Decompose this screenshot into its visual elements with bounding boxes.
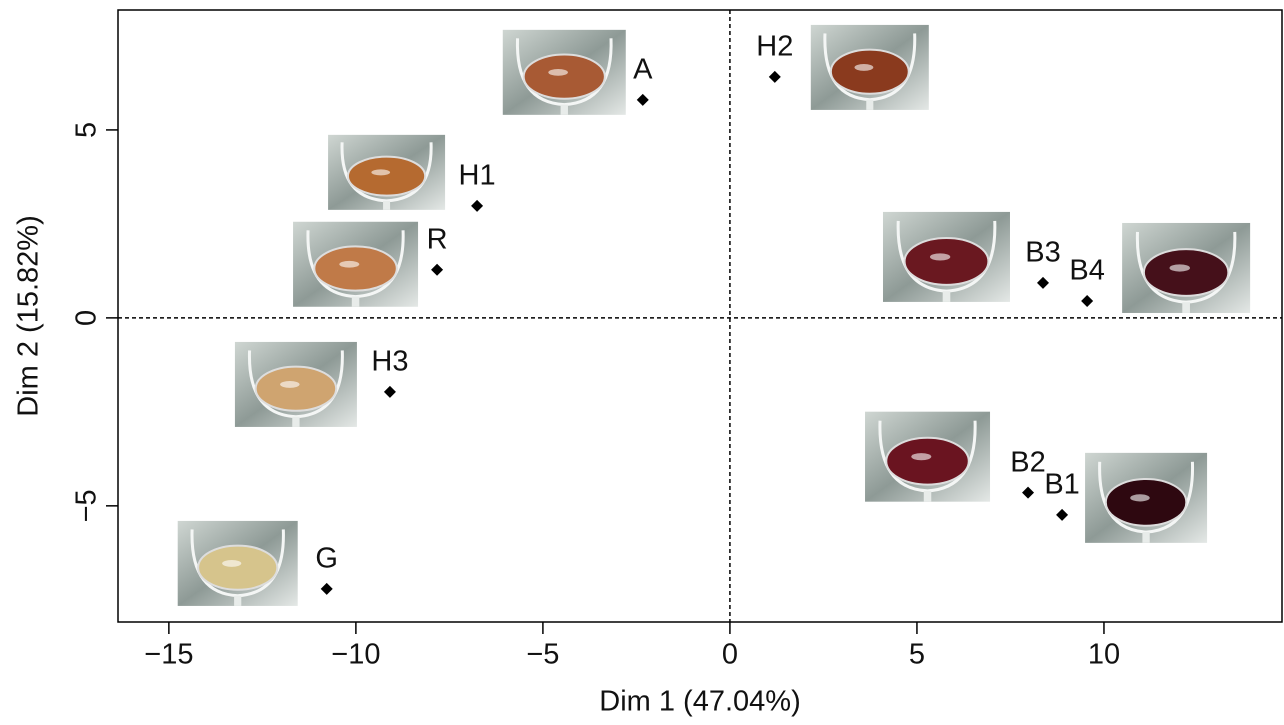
page: Dim 1 (47.04%) Dim 2 (15.82%) −15 −10 −5 0 5… [0, 0, 1284, 725]
glass-stem [866, 100, 873, 110]
point [1056, 509, 1068, 521]
glass-wine [831, 50, 909, 94]
point-label: H1 [459, 160, 496, 192]
glass-image [328, 135, 445, 210]
point-label: B4 [1069, 255, 1104, 287]
glass-stem [561, 105, 568, 115]
point [769, 71, 781, 83]
glass-highlight [280, 381, 300, 388]
point-label: H2 [756, 31, 793, 63]
point-label: B3 [1025, 237, 1060, 269]
point [1081, 295, 1093, 307]
point [431, 264, 443, 276]
glass-highlight [371, 169, 390, 175]
point [1022, 487, 1034, 499]
glass-image [1122, 223, 1250, 313]
glass-image [235, 342, 357, 427]
glass-image [811, 25, 929, 110]
y-tick-label: −5 [71, 489, 103, 522]
glass-wine [348, 157, 425, 196]
glass-highlight [911, 453, 931, 460]
glass-highlight [222, 560, 241, 567]
point-label: R [427, 223, 448, 255]
point-label: B2 [1010, 446, 1045, 478]
x-tick-label: 5 [909, 639, 925, 671]
point-label: A [633, 54, 653, 86]
glass-image [503, 30, 626, 115]
glass-highlight [339, 261, 359, 268]
glass-stem [383, 201, 390, 210]
glass-highlight [548, 69, 568, 76]
point [471, 200, 483, 212]
glass-highlight [930, 253, 950, 260]
glass-wine [1106, 479, 1187, 526]
glass-image [178, 521, 298, 606]
glass-highlight [1130, 494, 1150, 501]
x-tick-label: −15 [144, 639, 193, 671]
glass-wine [905, 238, 989, 285]
glass-stem [924, 491, 932, 502]
chart: Dim 1 (47.04%) Dim 2 (15.82%) −15 −10 −5 0 5… [0, 0, 1284, 725]
point [637, 94, 649, 106]
point-label: H3 [371, 346, 408, 378]
glass-wine [1144, 249, 1228, 296]
y-tick-label: 0 [71, 310, 103, 326]
glass-stem [1142, 532, 1149, 543]
glass-wine [198, 546, 277, 590]
point [321, 583, 333, 595]
glass-wine [524, 54, 605, 98]
glass-image [293, 222, 418, 307]
glass-image [865, 412, 990, 502]
glass-wine [886, 438, 969, 485]
x-tick-label: 0 [722, 639, 738, 671]
glass-image [883, 212, 1010, 302]
x-tick-label: −5 [526, 639, 559, 671]
glass-image [1085, 453, 1207, 543]
x-axis-label: Dim 1 (47.04%) [599, 686, 800, 718]
y-axis-label: Dim 2 (15.82%) [13, 215, 45, 416]
glass-stem [1182, 302, 1190, 313]
glass-stem [292, 417, 299, 427]
glass-highlight [1169, 264, 1189, 271]
glass-wine [256, 367, 337, 411]
point [384, 386, 396, 398]
x-tick-label: −10 [331, 639, 380, 671]
point-label: B1 [1044, 469, 1079, 501]
glass-stem [234, 596, 241, 606]
glass-highlight [854, 64, 873, 71]
point [1037, 277, 1049, 289]
glass-stem [352, 297, 360, 307]
y-tick-label: 5 [71, 122, 103, 138]
glass-stem [943, 291, 951, 302]
point-label: G [315, 543, 338, 575]
x-tick-label: 10 [1088, 639, 1120, 671]
glass-wine [314, 246, 397, 290]
